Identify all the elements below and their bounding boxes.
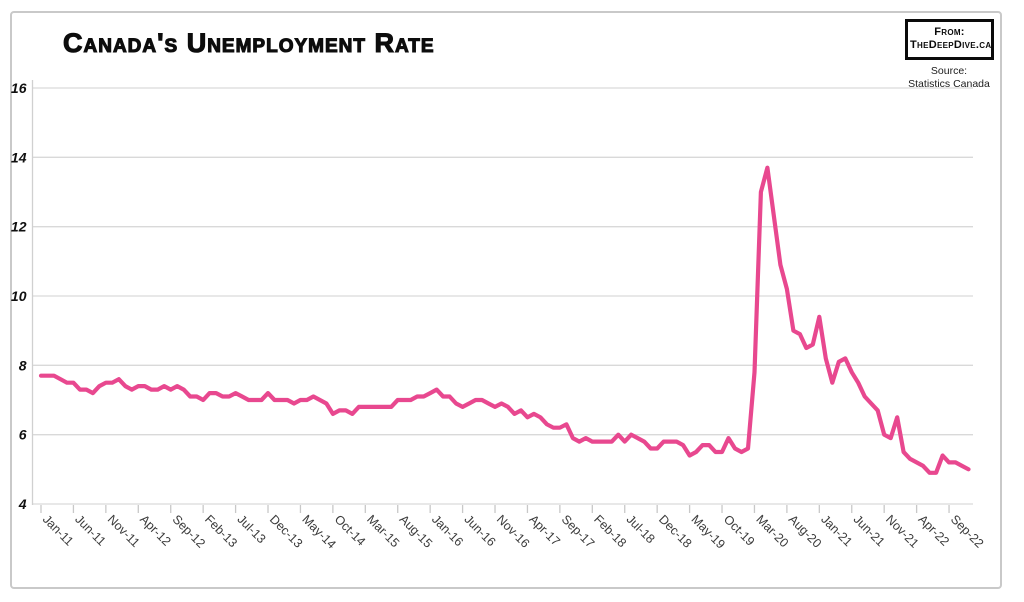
x-tick-label: Jan-11 bbox=[40, 512, 76, 548]
x-tick-label: Jan-16 bbox=[429, 512, 466, 549]
x-tick-label: Nov-21 bbox=[883, 512, 921, 550]
y-tick-label: 10 bbox=[11, 288, 27, 304]
x-tick-label: Nov-16 bbox=[494, 512, 532, 550]
x-tick-label: Jul-18 bbox=[624, 512, 658, 546]
x-tick-label: Dec-18 bbox=[656, 512, 694, 550]
x-tick-label: Apr-17 bbox=[526, 512, 562, 548]
x-tick-label: Mar-20 bbox=[753, 512, 791, 550]
x-tick-label: Oct-14 bbox=[332, 512, 368, 548]
x-tick-label: Sep-22 bbox=[948, 512, 986, 550]
x-tick-label: Oct-19 bbox=[721, 512, 757, 548]
unemployment-rate-line bbox=[38, 165, 971, 475]
x-tick-label: Jun-21 bbox=[851, 512, 888, 549]
x-tick-label: May-19 bbox=[688, 512, 727, 551]
x-tick-label: Apr-12 bbox=[137, 512, 173, 548]
x-tick-label: Feb-18 bbox=[591, 512, 629, 550]
badge-site-name: TheDeepDive.ca bbox=[910, 39, 992, 51]
x-tick-label: Jun-16 bbox=[461, 512, 498, 549]
x-tick-label: Apr-22 bbox=[915, 512, 951, 548]
x-tick-label: Aug-20 bbox=[786, 512, 824, 550]
source-attribution: Source: Statistics Canada bbox=[888, 65, 1010, 91]
x-tick-label: Jan-21 bbox=[818, 512, 855, 549]
x-tick-label: Jun-11 bbox=[72, 512, 108, 548]
x-tick-label: Jul-13 bbox=[234, 512, 268, 546]
source-name: Statistics Canada bbox=[908, 78, 990, 90]
x-tick-label: Sep-17 bbox=[559, 512, 597, 550]
x-tick-label: Nov-11 bbox=[105, 512, 143, 550]
x-tick-label: May-14 bbox=[299, 512, 338, 551]
x-tick-label: Dec-13 bbox=[267, 512, 305, 550]
y-tick-label: 16 bbox=[11, 80, 27, 96]
x-tick-label: Feb-13 bbox=[202, 512, 240, 550]
x-tick-label: Sep-12 bbox=[170, 512, 208, 550]
y-tick-label: 14 bbox=[11, 149, 27, 165]
source-badge: From: TheDeepDive.ca bbox=[905, 19, 994, 60]
chart-title: Canada's Unemployment Rate bbox=[62, 27, 435, 58]
y-tick-label: 8 bbox=[19, 357, 27, 373]
source-label: Source: bbox=[930, 65, 968, 77]
badge-from-label: From: bbox=[934, 26, 965, 38]
y-tick-label: 6 bbox=[19, 427, 27, 443]
y-tick-label: 4 bbox=[18, 496, 27, 512]
x-tick-label: Aug-15 bbox=[397, 512, 435, 550]
y-tick-label: 12 bbox=[11, 219, 27, 235]
x-tick-label: Mar-15 bbox=[364, 512, 402, 550]
